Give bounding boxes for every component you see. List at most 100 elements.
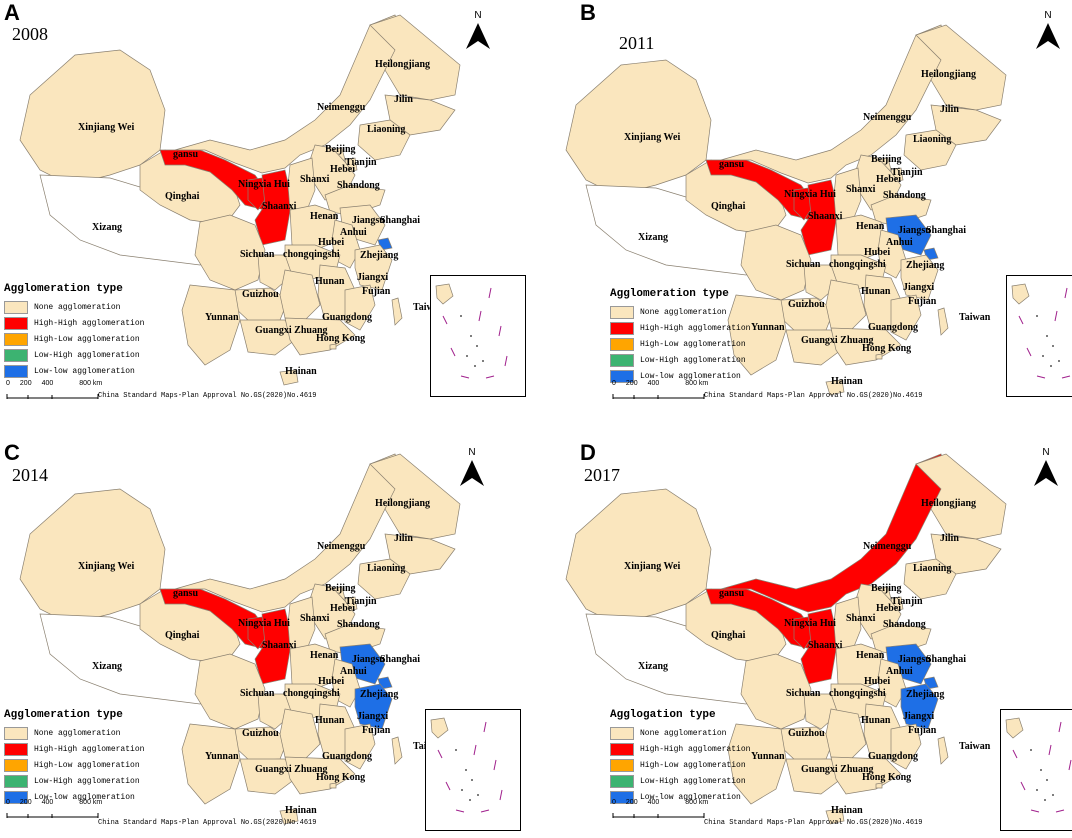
province-zhejiang [900,683,939,730]
province-label: Xizang [638,661,668,672]
map-approval-note: China Standard Maps-Plan Approval No.GS(… [98,819,317,827]
legend-label: High-Low agglomeration [640,339,746,349]
legend-swatch [610,774,634,788]
map-approval-note: China Standard Maps-Plan Approval No.GS(… [704,392,923,400]
scale-tick: 800 km [685,799,709,806]
province-label: gansu [173,588,199,599]
province-label: Shaanxi [262,201,297,212]
legend-item: Low-low agglomeration [4,789,144,805]
province-heilongjiang [369,14,461,101]
province-label: Shandong [337,180,380,191]
province-heilongjiang [369,453,461,540]
legend-swatch [610,353,634,367]
year-label: 2011 [619,33,655,53]
legend-item: High-Low agglomeration [610,757,750,773]
province-label: Qinghai [711,201,746,212]
province-taiwan [937,736,949,765]
south-china-sea-inset [1000,709,1072,831]
province-shaanxi [800,179,839,256]
province-label: Hubei [318,676,345,687]
province-hainan [279,369,299,386]
province-label: Jiangxi [357,711,389,722]
legend-item: Low-High agglomeration [610,773,750,789]
province-label: Jiangsu [352,215,385,226]
province-label: Hebei [876,174,901,185]
province-hongkong [329,343,337,350]
province-label: Zhejiang [360,250,399,261]
province-label: Henan [310,211,339,222]
north-arrow-icon: N [1032,447,1060,493]
province-label: Jiangxi [903,282,935,293]
province-sichuan [740,224,812,301]
legend-title: Agglomeration type [4,709,123,721]
province-label: Xizang [638,232,668,243]
province-shaanxi [254,169,293,246]
province-sichuan [194,214,266,291]
province-label: Sichuan [786,259,821,270]
province-label: Beijing [871,154,902,165]
province-label: Anhui [340,666,367,677]
province-label: Neimenggu [317,541,366,552]
legend-item: Low-High agglomeration [4,347,144,363]
province-label: Hong Kong [862,772,912,783]
legend-label: Low-low agglomeration [34,366,135,376]
scale-bar: 0 200 400 800 km [6,799,106,824]
province-label: Shandong [883,190,926,201]
province-label: Guangdong [868,322,919,333]
legend-label: High-High agglomeration [640,744,751,754]
province-label: Henan [856,221,885,232]
province-liaoning [903,558,957,600]
legend-item: High-High agglomeration [610,741,750,757]
province-shaanxi [254,608,293,685]
province-label: Anhui [886,237,913,248]
province-label: Neimenggu [863,112,912,123]
province-xinjiang [19,488,166,625]
province-label: Yunnan [205,751,239,762]
province-xinjiang [565,59,712,196]
province-label: Yunnan [751,751,785,762]
legend-label: High-Low agglomeration [34,760,140,770]
province-gansu [159,588,271,650]
scale-tick: 200 [625,799,638,806]
province-hainan [825,379,845,396]
legend-item: High-Low agglomeration [610,336,750,352]
province-label: Ningxia Hui [784,189,836,200]
scale-tick: 400 [41,380,54,387]
province-label: Beijing [325,583,356,594]
legend-swatch [4,364,28,378]
legend-swatch [610,305,634,319]
province-label: Jiangsu [352,654,385,665]
province-label: Guangxi Zhuang [255,764,328,775]
legend-swatch [4,332,28,346]
province-yunnan [727,294,787,376]
legend-label: None agglomeration [640,307,727,317]
legend-title: Agglomeration type [610,288,729,300]
province-label: Henan [856,650,885,661]
scale-tick: 400 [647,380,660,387]
year-label: 2017 [584,465,620,485]
province-label: Beijing [871,583,902,594]
south-china-sea-inset [425,709,521,831]
legend-swatch [610,726,634,740]
province-hongkong [875,353,883,360]
province-label: Xinjiang Wei [78,122,135,133]
province-label: chongqingshi [283,249,340,260]
province-label: Xizang [92,222,122,233]
legend-swatch [4,726,28,740]
province-label: Shanghai [926,654,967,665]
scale-tick: 200 [19,380,32,387]
year-label: 2008 [12,24,48,44]
scale-tick: 400 [41,799,54,806]
province-taiwan [391,736,403,765]
province-guangxi [785,329,842,366]
province-label: Shanxi [846,613,876,624]
province-label: Guangxi Zhuang [801,335,874,346]
province-hongkong [875,782,883,789]
map-panel-b: B 2011 Heilongjiang Jilin Liaoning Neimengg… [536,0,1072,419]
province-label: chongqingshi [829,259,886,270]
province-label: Qinghai [711,630,746,641]
legend-swatch [610,337,634,351]
legend-item: High-Low agglomeration [4,757,144,773]
province-label: Fujian [908,725,937,736]
legend-swatch [4,300,28,314]
